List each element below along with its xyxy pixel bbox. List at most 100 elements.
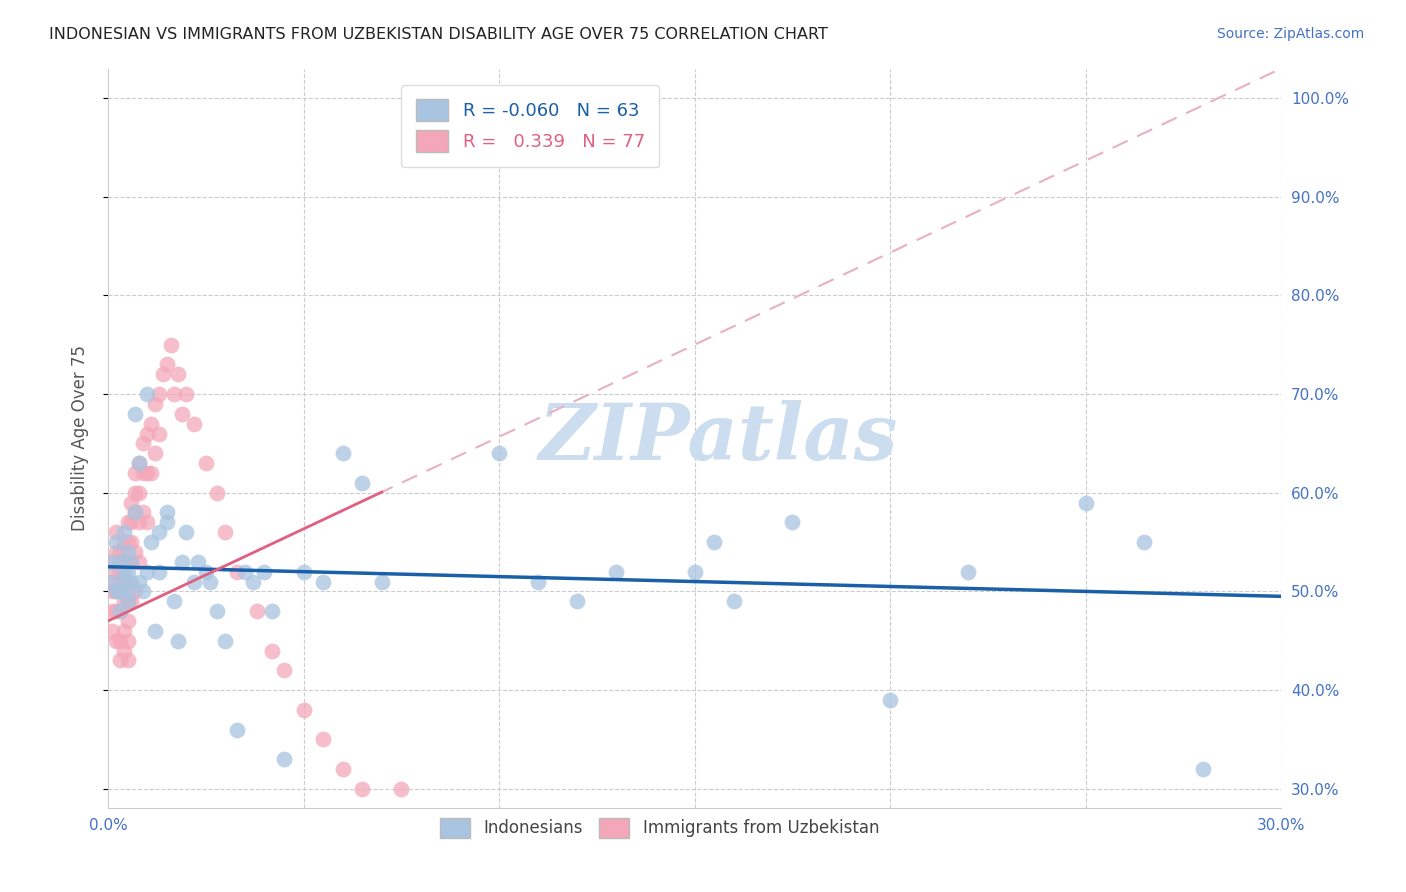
Point: [117, 653, 139, 667]
Point: [245, 604, 267, 618]
Point: [120, 574, 142, 589]
Point: [128, 574, 150, 589]
Point: [370, 574, 392, 589]
Point: [112, 624, 135, 638]
Point: [139, 535, 162, 549]
Point: [148, 387, 170, 401]
Point: [194, 565, 217, 579]
Point: [567, 594, 589, 608]
Point: [117, 574, 139, 589]
Point: [108, 545, 131, 559]
Point: [120, 516, 142, 530]
Point: [183, 574, 205, 589]
Point: [174, 387, 197, 401]
Point: [174, 525, 197, 540]
Point: [104, 604, 127, 618]
Point: [108, 604, 131, 618]
Point: [117, 535, 139, 549]
Point: [273, 663, 295, 677]
Point: [1074, 495, 1097, 509]
Point: [703, 535, 725, 549]
Point: [233, 565, 256, 579]
Point: [104, 565, 127, 579]
Point: [292, 703, 315, 717]
Point: [172, 407, 194, 421]
Point: [159, 337, 181, 351]
Point: [352, 781, 374, 796]
Point: [112, 594, 135, 608]
Point: [253, 565, 276, 579]
Point: [128, 456, 150, 470]
Point: [136, 387, 159, 401]
Point: [723, 594, 745, 608]
Point: [120, 495, 142, 509]
Point: [527, 574, 550, 589]
Point: [352, 475, 374, 490]
Point: [143, 397, 166, 411]
Point: [124, 545, 146, 559]
Point: [101, 584, 124, 599]
Point: [117, 614, 139, 628]
Point: [128, 516, 150, 530]
Point: [108, 584, 131, 599]
Point: [226, 723, 249, 737]
Point: [112, 555, 135, 569]
Point: [120, 555, 142, 569]
Point: [136, 466, 159, 480]
Point: [108, 653, 131, 667]
Text: ZIPatlas: ZIPatlas: [538, 401, 897, 476]
Point: [112, 643, 135, 657]
Point: [207, 485, 229, 500]
Point: [112, 535, 135, 549]
Point: [104, 525, 127, 540]
Point: [117, 516, 139, 530]
Point: [101, 604, 124, 618]
Point: [128, 485, 150, 500]
Point: [273, 752, 295, 766]
Point: [332, 446, 354, 460]
Point: [124, 506, 146, 520]
Point: [132, 436, 155, 450]
Point: [101, 555, 124, 569]
Point: [136, 565, 159, 579]
Point: [262, 604, 284, 618]
Point: [1192, 762, 1215, 776]
Point: [332, 762, 354, 776]
Text: Source: ZipAtlas.com: Source: ZipAtlas.com: [1216, 27, 1364, 41]
Point: [108, 555, 131, 569]
Point: [104, 535, 127, 549]
Point: [136, 426, 159, 441]
Point: [120, 594, 142, 608]
Point: [312, 732, 335, 747]
Point: [226, 565, 249, 579]
Point: [117, 584, 139, 599]
Point: [163, 387, 186, 401]
Point: [101, 624, 124, 638]
Point: [112, 565, 135, 579]
Point: [108, 633, 131, 648]
Point: [292, 565, 315, 579]
Point: [167, 633, 190, 648]
Point: [156, 358, 179, 372]
Point: [148, 565, 170, 579]
Point: [194, 456, 217, 470]
Point: [214, 525, 236, 540]
Point: [262, 643, 284, 657]
Point: [117, 594, 139, 608]
Point: [120, 535, 142, 549]
Point: [124, 407, 146, 421]
Point: [124, 506, 146, 520]
Point: [117, 594, 139, 608]
Point: [117, 565, 139, 579]
Point: [124, 584, 146, 599]
Point: [207, 604, 229, 618]
Point: [782, 516, 804, 530]
Point: [124, 466, 146, 480]
Point: [163, 594, 186, 608]
Point: [214, 633, 236, 648]
Point: [104, 633, 127, 648]
Point: [117, 633, 139, 648]
Y-axis label: Disability Age Over 75: Disability Age Over 75: [72, 345, 89, 532]
Point: [112, 574, 135, 589]
Point: [312, 574, 335, 589]
